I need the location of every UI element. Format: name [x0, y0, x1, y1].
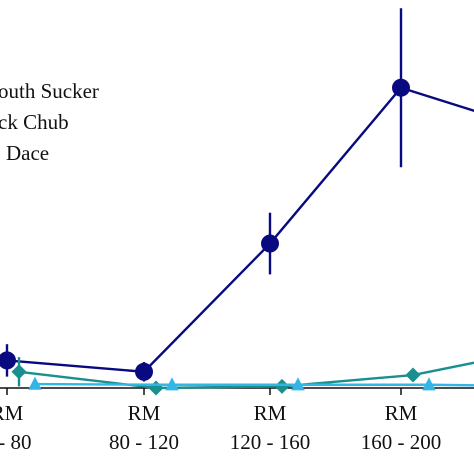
legend-label-1: outh Sucker: [0, 79, 99, 103]
x-tick-label-3-line-2: 120 - 160: [230, 430, 311, 454]
series-3: [28, 376, 474, 391]
x-tick-label-2-line-1: RM: [128, 401, 161, 425]
x-tick-label-1-line-1: RM: [0, 401, 24, 425]
series-3-point-3: [291, 377, 305, 391]
legend-label-2: ck Chub: [0, 110, 69, 134]
series-1-point-3: [261, 234, 279, 253]
x-tick-label-2-line-2: 80 - 120: [109, 430, 179, 454]
series-1-point-4: [392, 78, 410, 97]
series-2-point-2: [148, 380, 164, 396]
x-tick-label-3-line-1: RM: [254, 401, 287, 425]
series-layer: [0, 8, 474, 396]
x-tick-label-4-line-2: 160 - 200: [361, 430, 442, 454]
series-2-line: [18, 361, 474, 390]
x-tick-label-4-line-1: RM: [385, 401, 418, 425]
series-3-point-4: [422, 377, 436, 391]
series-3-point-2: [165, 377, 179, 391]
legend: outh Sucker ck Chub Dace: [0, 79, 99, 165]
x-axis-ticks: [6, 388, 402, 395]
series-1-point-2: [135, 362, 153, 381]
series-2-point-3: [274, 378, 290, 394]
legend-label-3: Dace: [6, 141, 49, 165]
series-1: [0, 8, 474, 382]
series-2-point-1: [11, 364, 27, 380]
series-1-line: [6, 86, 474, 374]
x-tick-label-1-line-2: 0 - 80: [0, 430, 32, 454]
series-3-point-1: [28, 376, 42, 390]
series-1-point-1: [0, 351, 16, 370]
series-2-point-4: [405, 367, 421, 383]
x-axis-tick-labels: RM 0 - 80 RM 80 - 120 RM 120 - 160 RM 160 - 200: [0, 401, 441, 454]
